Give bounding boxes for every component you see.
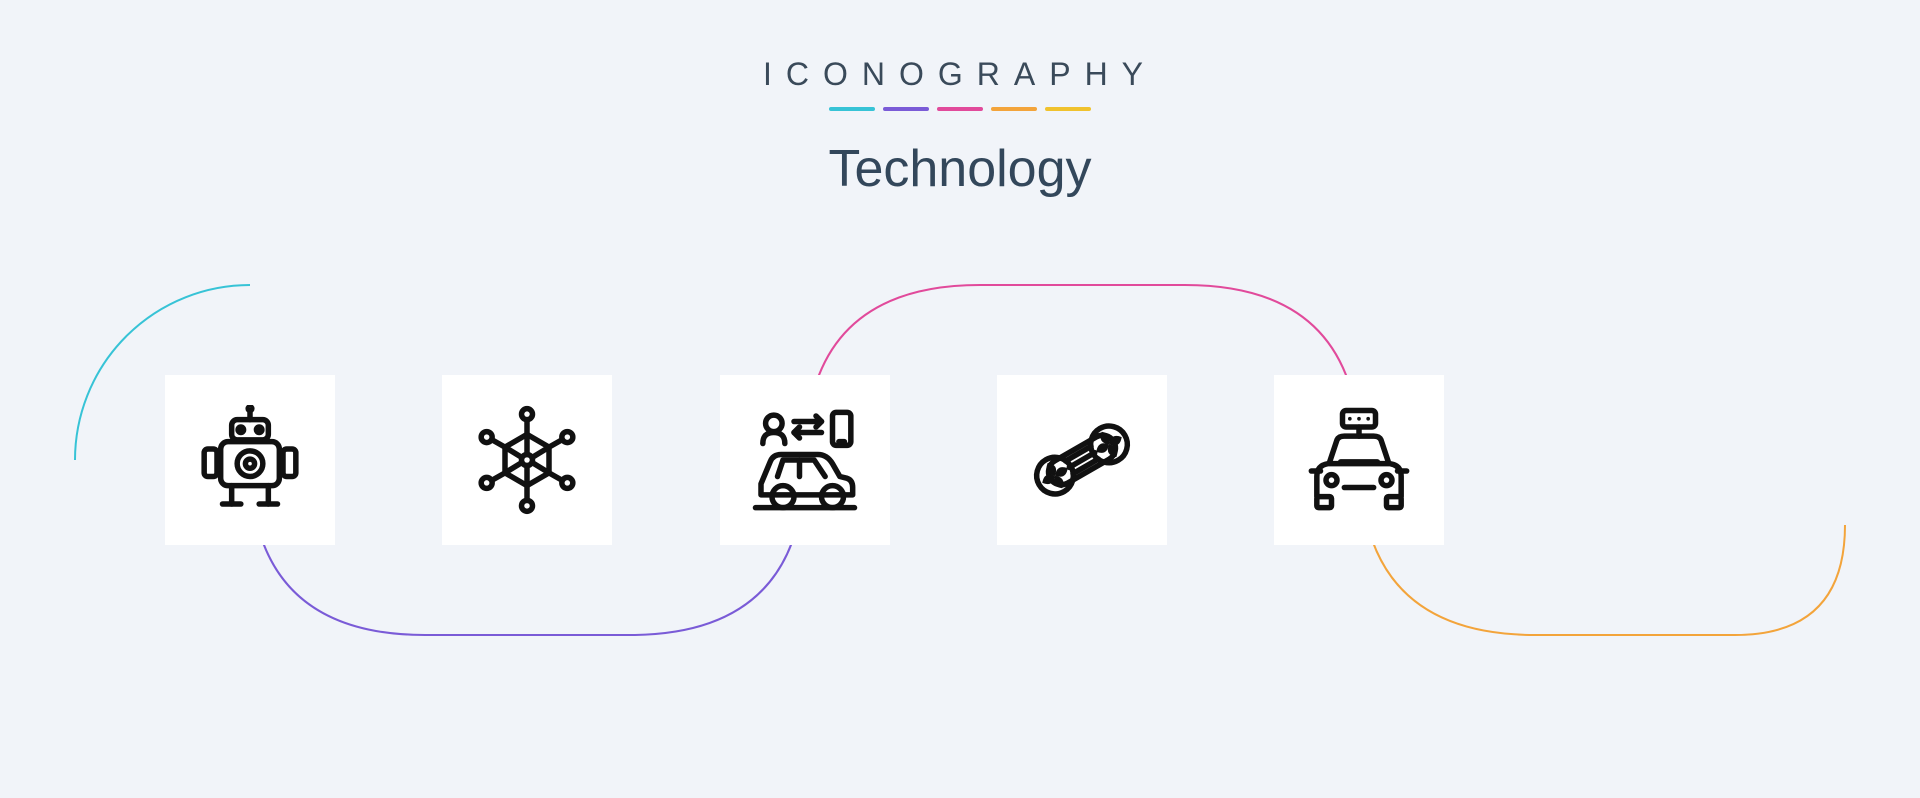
network-icon	[472, 405, 582, 515]
robot-icon	[195, 405, 305, 515]
car-share-icon	[750, 405, 860, 515]
smart-car-icon	[1304, 405, 1414, 515]
icon-tile-network	[442, 375, 612, 545]
accent-swatch	[829, 107, 875, 111]
hoverboard-icon	[1027, 405, 1137, 515]
icon-tile-car-share	[720, 375, 890, 545]
accent-swatch	[991, 107, 1037, 111]
header: ICONOGRAPHY Technology	[0, 0, 1920, 199]
accent-swatch	[1045, 107, 1091, 111]
page-title: Technology	[0, 139, 1920, 199]
icon-tile-hoverboard	[997, 375, 1167, 545]
accent-color-bar	[0, 107, 1920, 111]
brand-wordmark: ICONOGRAPHY	[0, 56, 1920, 93]
icon-tile-robot	[165, 375, 335, 545]
accent-swatch	[883, 107, 929, 111]
accent-swatch	[937, 107, 983, 111]
icon-tile-smart-car	[1274, 375, 1444, 545]
icon-stage	[0, 260, 1920, 760]
